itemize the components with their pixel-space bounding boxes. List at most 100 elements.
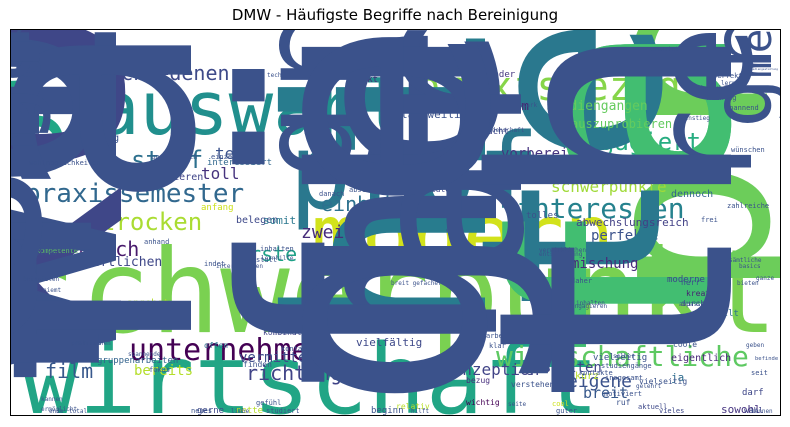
word-theorie: theorie	[427, 30, 780, 413]
word-richtungen: richtungen	[246, 361, 366, 385]
word-bezug: bezug	[466, 376, 490, 385]
word-technische: technische	[427, 30, 719, 317]
word-durchweg: durchweg	[681, 299, 720, 308]
word-studiert: studiert	[266, 407, 300, 415]
word-merkt: merkt	[351, 75, 378, 85]
word-arbeit: arbeit	[486, 332, 511, 340]
word-großer: großer	[233, 30, 382, 180]
word-konzeption: konzeption	[443, 360, 539, 379]
word-ende: ende	[49, 408, 64, 415]
word-verwirklichen: verwirklichen	[539, 247, 586, 254]
word-hand: hand	[561, 127, 576, 134]
word-angebot: angebot	[127, 298, 169, 309]
word-wichtig: wichtig	[466, 398, 500, 407]
word-cool: cool	[552, 400, 569, 408]
word-modern: modern	[311, 186, 614, 284]
word-offen: offen	[204, 341, 228, 350]
word-recht: recht	[622, 30, 780, 192]
word-zahlreiche: zahlreiche	[727, 202, 769, 210]
word-ausprobieren: ausprobieren	[131, 172, 203, 183]
word-anpassen: anpassen	[679, 301, 708, 308]
word-hilfsbereit: hilfsbereit	[233, 30, 550, 348]
word-interessen: interessen	[516, 192, 685, 225]
word-spannend: spannend	[725, 104, 759, 112]
word-ganze: ganze	[756, 275, 774, 282]
word-kompetente: kompetente	[36, 247, 78, 255]
word-ermöglicht: ermöglicht	[41, 406, 78, 413]
word-ja: ja	[671, 371, 684, 384]
word-vieles: vieles	[659, 407, 684, 415]
word-abwechslungsreich: abwechslungsreich	[576, 216, 689, 229]
word-engagiert: engagiert	[571, 128, 701, 156]
word-bieten: bieten	[737, 280, 759, 287]
word-produktionen: produktionen	[547, 30, 780, 300]
word-vol: vol	[241, 259, 252, 266]
word-nette: nette	[236, 406, 263, 415]
word-basics: basics	[739, 263, 761, 270]
word-kreative: kreative	[686, 289, 725, 298]
word-wünschen: wünschen	[731, 146, 765, 154]
word-vorbereitet: vorbereitet	[501, 146, 594, 162]
word-interessanten: interessanten	[216, 263, 263, 270]
word-gefühl: gefühl	[256, 399, 281, 407]
word-toll: toll	[201, 164, 240, 183]
word-entscheidung: entscheidung	[539, 251, 583, 258]
word-gelehrt: gelehrt	[636, 383, 662, 390]
word-vielseitig: vielseitig	[639, 377, 687, 386]
word-insbesondere: insbesondere	[426, 201, 477, 209]
word-studiengangen: studiengangen	[546, 99, 648, 114]
word-stoff: stoff	[131, 146, 203, 174]
word-lernen: lernen	[721, 80, 743, 87]
word-kommilitonen: kommilitonen	[51, 236, 102, 244]
word-medienproduktion: medienproduktion	[245, 30, 560, 346]
word-kontakt: kontakt	[281, 345, 311, 353]
word-integriert: integriert	[311, 260, 348, 267]
word-daher: daher	[571, 277, 592, 285]
word-vielseitig: vielseitig	[593, 353, 647, 363]
word-technisch: technisch	[267, 72, 300, 79]
word-vorlesung: vorlesung	[65, 133, 119, 144]
word-lernhilfe: lernhilfe	[261, 255, 294, 262]
word-inhalten: inhalten	[260, 245, 294, 253]
word-klar: klar	[489, 342, 506, 350]
word-branche: branche	[374, 202, 404, 210]
word-abschluss: abschluss	[349, 186, 387, 194]
word-interessante: interessante	[501, 157, 617, 176]
word-praxisnahe: praxisnahe	[11, 30, 108, 392]
word-mischung: mischung	[571, 256, 638, 272]
word-seit: seit	[751, 369, 768, 377]
word-guter: guter	[556, 407, 577, 415]
word-psychologie: psychologie	[416, 177, 456, 184]
word-modulen: modulen	[767, 89, 778, 93]
word-gebiet: gebiet	[182, 30, 564, 413]
word-film: film	[45, 359, 93, 383]
word-wahlmöglichkeiten: wahlmöglichkeiten	[29, 159, 101, 167]
word-fühle: fühle	[177, 30, 559, 413]
word-sämtliche: sämtliche	[729, 257, 762, 264]
word-praxisorientiert: praxisorientiert	[381, 183, 439, 190]
word-aktuelle: aktuelle	[53, 337, 101, 348]
word-wirtschaft: wirtschaft	[21, 324, 599, 415]
word-egal: egal	[446, 227, 461, 234]
word-danach: danach	[319, 190, 344, 198]
word-kannen: kannen	[41, 396, 63, 403]
word-gerne: gerne	[197, 406, 224, 415]
word-sowohl: sowohl	[721, 403, 761, 415]
word-beginn: beginn	[371, 406, 404, 415]
word-unterschiedlichsten: unterschiedlichsten	[326, 250, 395, 257]
word-kompetenten: kompetenten	[11, 30, 192, 363]
word-studiengänge: studiengänge	[601, 362, 652, 370]
word-shance: shance	[11, 30, 92, 288]
word-verschiedenen: verschiedenen	[73, 61, 230, 85]
word-trotzdem: trotzdem	[471, 99, 529, 113]
word-hilft: hilft	[411, 408, 429, 415]
word-ausbildung: ausbildung	[31, 70, 73, 78]
word-fokus: fokus	[149, 366, 170, 374]
word-nett: nett	[51, 345, 85, 361]
word-langweilig: langweilig	[401, 108, 467, 121]
word-vertiefen: vertiefen	[301, 68, 355, 79]
word-fall: fall	[453, 30, 780, 375]
word-mediengestaltung: mediengestaltung	[751, 67, 778, 71]
word-kontakte: kontakte	[579, 369, 613, 377]
